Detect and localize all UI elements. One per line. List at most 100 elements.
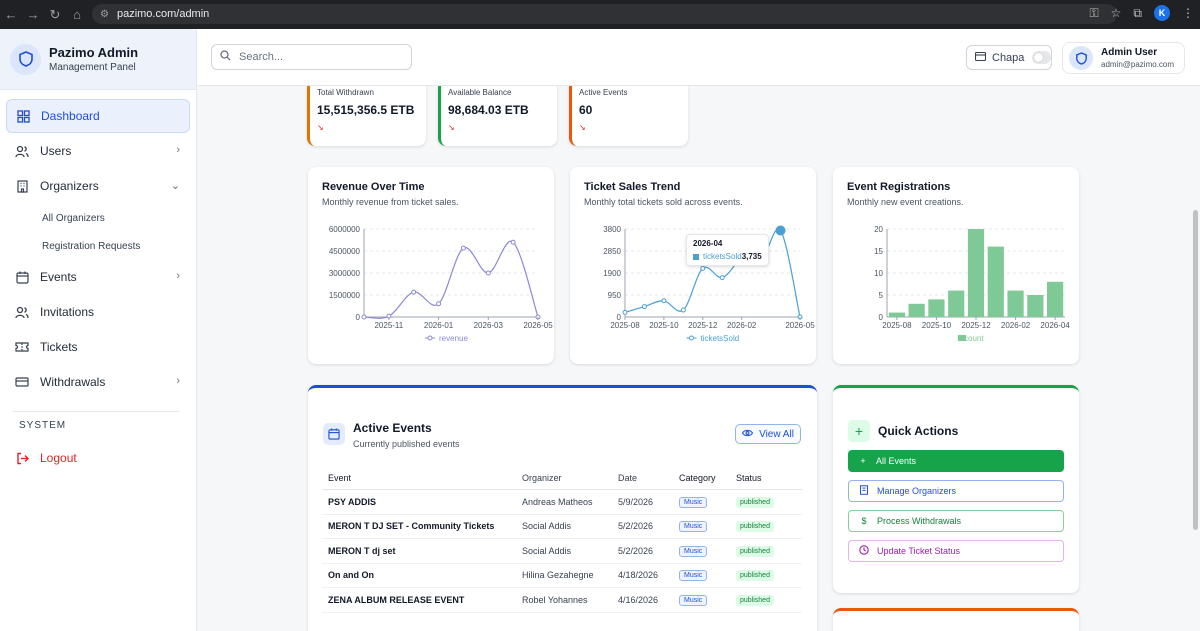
sidebar-item-withdrawals[interactable]: Withdrawals › [6, 365, 190, 399]
sidebar-item-organizers[interactable]: Organizers ⌄ [6, 169, 190, 203]
table-row[interactable]: PSY ADDIS Andreas Matheos 5/9/2026 Music pub… [322, 490, 802, 515]
chart-title: Event Registrations [847, 181, 951, 193]
forward-icon[interactable]: → [26, 7, 40, 22]
chapa-toggle-switch[interactable] [1032, 51, 1051, 64]
y-tick-label: 3000000 [329, 269, 361, 278]
sidebar-item-tickets[interactable]: Tickets [6, 330, 190, 364]
table-row[interactable]: ZENA ALBUM RELEASE EVENT Robel Yohannes 4/… [322, 588, 802, 613]
ticket-icon [14, 339, 30, 355]
column-header: Category [679, 472, 716, 483]
data-point[interactable] [411, 289, 417, 295]
key-icon[interactable]: ⚿ [1089, 5, 1099, 20]
data-point[interactable] [661, 298, 667, 304]
user-name: Admin User [1101, 47, 1158, 58]
manage-organizers-button[interactable]: Manage Organizers [848, 480, 1064, 502]
shield-avatar-icon [1069, 46, 1093, 70]
back-icon[interactable]: ← [4, 7, 18, 22]
view-all-button[interactable]: View All [735, 424, 801, 444]
sidebar-item-events[interactable]: Events › [6, 260, 190, 294]
bar[interactable] [1007, 290, 1024, 317]
y-tick-label: 950 [608, 291, 622, 300]
data-point[interactable] [510, 239, 516, 245]
data-point[interactable] [361, 314, 367, 320]
data-point[interactable] [436, 301, 442, 307]
home-icon[interactable]: ⌂ [73, 7, 81, 22]
users-icon [14, 143, 30, 159]
table-row[interactable]: On and On Hilina Gezahegne 4/18/2026 Music p… [322, 564, 802, 588]
page-scrollbar[interactable] [1193, 86, 1198, 631]
sidebar-subitem-registration-requests[interactable]: Registration Requests [42, 240, 141, 252]
y-tick-label: 3800 [603, 225, 621, 234]
category-badge: Music [679, 570, 708, 582]
stat-label: Active Events [579, 88, 628, 97]
plus-icon: + [848, 420, 870, 442]
next-section-card [833, 608, 1079, 631]
bar[interactable] [1027, 295, 1044, 317]
chart-subtitle: Monthly total tickets sold across events… [584, 197, 743, 207]
active-events-card: Active Events Currently published events… [308, 385, 817, 631]
events-table: Event Organizer Date Category Status PSY… [322, 466, 802, 613]
brand-header: Pazimo Admin Management Panel [0, 29, 196, 90]
data-point[interactable] [641, 304, 647, 310]
browser-menu-icon[interactable]: ⋮ [1182, 6, 1194, 20]
logout-button[interactable]: Logout [6, 441, 190, 475]
bookmark-star-icon[interactable]: ☆ [1110, 6, 1122, 20]
x-tick-label: 2025-10 [922, 321, 952, 330]
search-placeholder: Search... [239, 51, 284, 63]
user-menu[interactable]: Admin User admin@pazimo.com [1062, 42, 1185, 74]
update-ticket-status-button[interactable]: Update Ticket Status [848, 540, 1064, 562]
y-tick-label: 2850 [603, 247, 621, 256]
trend-down-icon: ↘ [317, 123, 324, 132]
data-point[interactable] [700, 265, 706, 271]
active-data-point[interactable] [775, 225, 786, 236]
card-icon [974, 51, 987, 64]
chart-subtitle: Monthly new event creations. [847, 197, 964, 207]
site-info-icon[interactable]: ⚙ [100, 8, 109, 20]
data-point[interactable] [622, 309, 628, 315]
revenue-chart-card: Revenue Over Time Monthly revenue from t… [308, 167, 554, 364]
bar[interactable] [1047, 281, 1064, 317]
all-events-button[interactable]: + All Events [848, 450, 1064, 472]
table-row[interactable]: MERON T DJ SET - Community Tickets Social… [322, 515, 802, 539]
process-withdrawals-button[interactable]: $ Process Withdrawals [848, 510, 1064, 532]
series-swatch [693, 253, 699, 260]
y-tick-label: 6000000 [329, 225, 361, 234]
calendar-icon [323, 423, 345, 445]
scrollbar-thumb[interactable] [1193, 210, 1198, 530]
bar[interactable] [967, 229, 985, 317]
sidebar-item-invitations[interactable]: Invitations [6, 295, 190, 329]
search-input[interactable]: Search... [211, 44, 412, 70]
data-point[interactable] [485, 270, 491, 276]
event-date: 4/18/2026 [618, 570, 659, 581]
data-point[interactable] [460, 245, 466, 251]
bar[interactable] [987, 246, 1004, 317]
active-events-title: Active Events [353, 421, 432, 435]
bar[interactable] [888, 312, 905, 317]
profile-avatar[interactable]: K [1154, 5, 1170, 21]
event-name: On and On [328, 570, 374, 581]
table-row[interactable]: MERON T dj set Social Addis 5/2/2026 Music p… [322, 539, 802, 564]
y-tick-label: 20 [874, 225, 883, 234]
view-all-label: View All [759, 428, 794, 440]
x-tick-label: 2026-04 [1040, 321, 1070, 330]
data-point[interactable] [719, 275, 725, 281]
sidebar-subitem-all-organizers[interactable]: All Organizers [42, 212, 105, 224]
bar[interactable] [908, 303, 925, 317]
reload-icon[interactable]: ↻ [49, 6, 61, 22]
x-tick-label: 2025-11 [374, 321, 403, 330]
revenue-line-chart: 0 1500000 3000000 4500000 6000000 2025-11 2026… [329, 225, 553, 343]
calendar-icon [14, 269, 30, 285]
extensions-icon[interactable]: ⧉ [1133, 5, 1142, 20]
clock-icon [857, 545, 871, 557]
column-header: Status [736, 472, 762, 483]
sidebar-item-users[interactable]: Users › [6, 134, 190, 168]
bar[interactable] [948, 290, 965, 317]
chapa-toggle-control[interactable]: Chapa [966, 45, 1052, 70]
address-bar[interactable]: ⚙ pazimo.com/admin [92, 4, 1117, 24]
trend-down-icon: ↘ [448, 123, 455, 132]
sidebar-item-dashboard[interactable]: Dashboard [6, 99, 190, 133]
button-label: Process Withdrawals [877, 516, 962, 526]
data-point[interactable] [680, 307, 686, 313]
bar[interactable] [928, 299, 945, 317]
organizer-name: Hilina Gezahegne [522, 570, 594, 581]
